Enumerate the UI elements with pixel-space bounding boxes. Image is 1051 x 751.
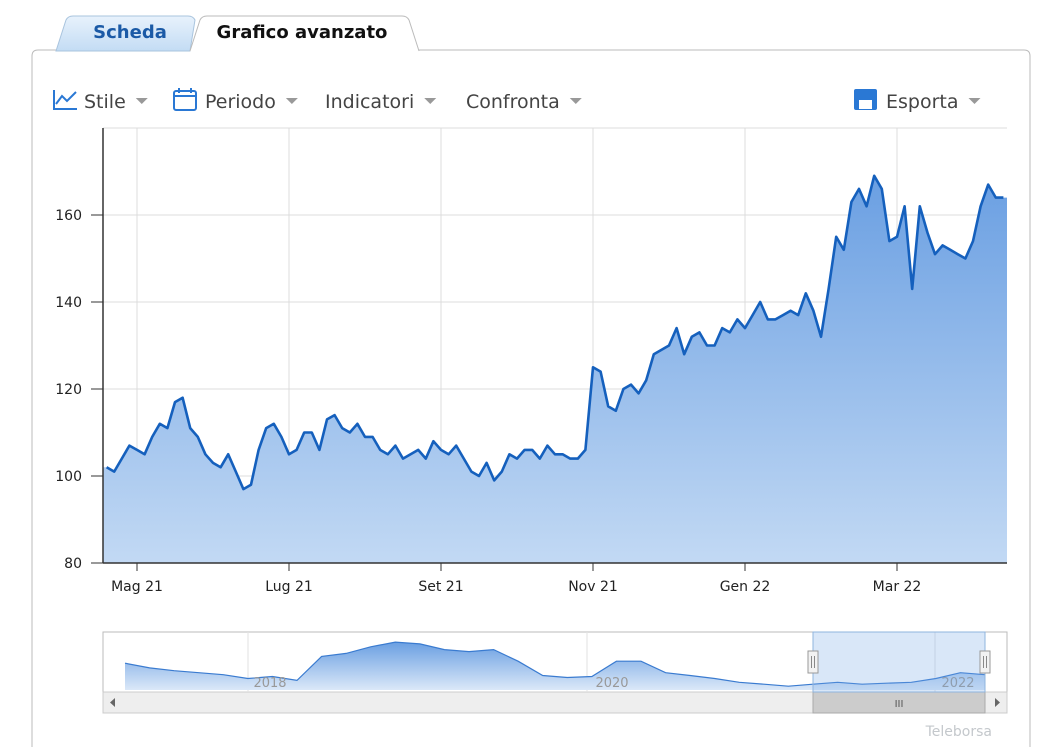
nav-line xyxy=(124,641,986,687)
dropdown-arrow[interactable] xyxy=(569,98,582,104)
line xyxy=(105,174,1004,491)
nav-area xyxy=(125,642,985,690)
area xyxy=(103,175,1007,564)
toolbar-item[interactable]: Stile xyxy=(84,91,126,113)
nav-selection[interactable] xyxy=(812,631,986,693)
y-tick-label: 80 xyxy=(64,556,82,572)
dropdown-arrow[interactable] xyxy=(135,98,148,104)
x-tick-label: Mar 22 xyxy=(873,579,922,595)
tab[interactable] xyxy=(55,15,196,52)
y-tick-label: 140 xyxy=(55,295,82,311)
x-tick-label: Set 21 xyxy=(418,579,463,595)
nav-handle[interactable] xyxy=(979,650,991,674)
dropdown-arrow[interactable] xyxy=(968,98,981,104)
nav-handle-grip xyxy=(811,656,815,668)
toolbar-item[interactable]: Periodo xyxy=(205,91,276,113)
icon xyxy=(53,88,197,111)
nav-handle[interactable] xyxy=(807,650,819,674)
scrollbar[interactable] xyxy=(102,691,1008,714)
nav-label: 2020 xyxy=(595,676,628,691)
y-tick-label: 120 xyxy=(55,382,82,398)
x-tick-label: Mag 21 xyxy=(111,579,163,595)
x-tick-label: Nov 21 xyxy=(568,579,618,595)
credit: Teleborsa xyxy=(925,724,992,740)
y-tick-label: 100 xyxy=(55,469,82,485)
x-tick-label: Lug 21 xyxy=(265,579,313,595)
toolbar-item[interactable]: Confronta xyxy=(466,91,560,113)
nav-label: 2022 xyxy=(941,676,974,691)
nav-handle-grip xyxy=(983,656,987,668)
icon xyxy=(859,100,872,109)
tab-label[interactable]: Grafico avanzato xyxy=(217,22,388,43)
x-tick-label: Gen 22 xyxy=(720,579,771,595)
dropdown-arrow[interactable] xyxy=(424,98,437,104)
nav-label: 2018 xyxy=(253,676,286,691)
toolbar-item[interactable]: Esporta xyxy=(886,91,959,113)
toolbar-item[interactable]: Indicatori xyxy=(325,91,414,113)
dropdown-arrow[interactable] xyxy=(285,98,298,104)
y-tick-label: 160 xyxy=(55,208,82,224)
tab-label[interactable]: Scheda xyxy=(93,22,167,43)
tab-active[interactable] xyxy=(189,15,420,52)
grip: III xyxy=(895,699,904,710)
panel xyxy=(31,49,1031,747)
